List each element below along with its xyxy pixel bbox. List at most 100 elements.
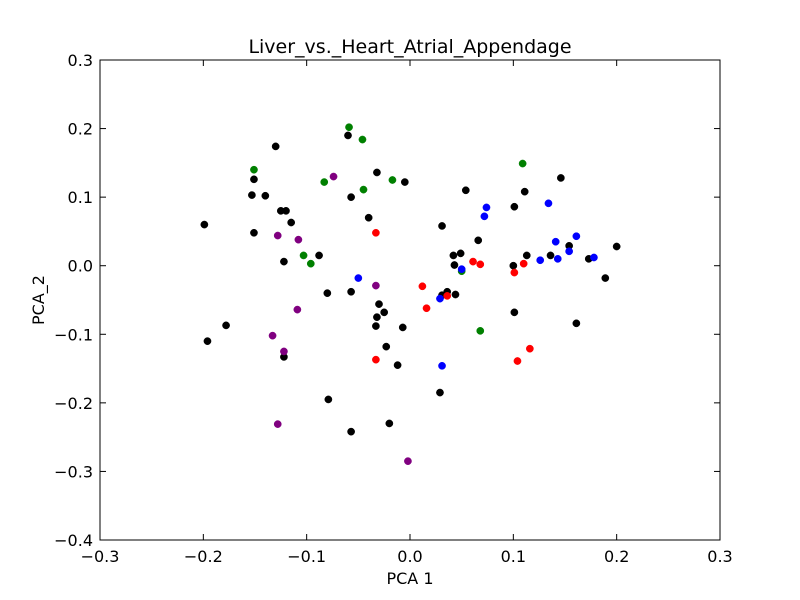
data-point xyxy=(438,222,446,230)
data-point xyxy=(294,235,303,244)
data-point xyxy=(510,202,519,211)
y-tick-label: 0.3 xyxy=(68,51,93,70)
data-point xyxy=(557,174,565,182)
data-point xyxy=(518,159,527,168)
data-point xyxy=(400,178,409,186)
data-point xyxy=(347,287,355,296)
plot-frame xyxy=(99,59,721,541)
data-point xyxy=(482,203,491,212)
data-point xyxy=(476,327,485,335)
x-axis-label: PCA 1 xyxy=(386,569,433,588)
data-point xyxy=(345,123,353,132)
axis-ticks xyxy=(99,59,721,541)
data-points xyxy=(200,123,621,465)
x-tick-label: 0.2 xyxy=(604,547,629,566)
y-tick-label: −0.2 xyxy=(54,394,93,413)
data-point xyxy=(385,419,394,428)
x-tick-label: 0.1 xyxy=(501,547,526,566)
data-point xyxy=(438,361,446,370)
data-point xyxy=(590,253,598,262)
data-point xyxy=(273,231,282,240)
data-point xyxy=(546,251,555,260)
data-point xyxy=(364,213,373,222)
data-point xyxy=(261,191,270,200)
y-tick-label: 0.0 xyxy=(68,257,93,276)
data-point xyxy=(398,323,407,332)
data-point xyxy=(457,265,466,273)
data-point xyxy=(601,274,610,282)
x-tick-label: −0.1 xyxy=(287,547,326,566)
data-point xyxy=(323,289,332,297)
chart-title: Liver_vs._Heart_Atrial_Appendage xyxy=(248,36,571,58)
data-point xyxy=(306,259,315,268)
y-tick-label: −0.4 xyxy=(54,531,93,550)
data-point xyxy=(418,282,427,291)
data-point xyxy=(287,218,296,227)
data-point xyxy=(510,308,519,317)
data-point xyxy=(372,228,380,237)
data-point xyxy=(200,220,209,229)
data-point xyxy=(299,251,308,260)
data-point xyxy=(404,457,412,465)
data-point xyxy=(572,319,581,328)
data-point xyxy=(372,355,380,364)
data-point xyxy=(222,321,230,330)
data-point xyxy=(273,420,282,428)
data-point xyxy=(443,292,452,300)
data-point xyxy=(293,305,302,314)
data-point xyxy=(572,232,581,241)
data-point xyxy=(565,247,573,256)
data-point xyxy=(536,256,545,265)
data-point xyxy=(480,212,489,221)
data-point xyxy=(436,294,444,303)
data-point xyxy=(375,300,383,308)
data-point xyxy=(280,257,288,266)
y-axis-label: PCA_2 xyxy=(29,275,49,325)
data-point xyxy=(544,199,553,208)
data-point xyxy=(358,135,367,144)
data-point xyxy=(612,242,621,251)
data-point xyxy=(519,259,528,268)
data-point xyxy=(347,427,355,436)
data-point xyxy=(329,172,338,181)
data-point xyxy=(388,176,397,184)
data-point xyxy=(372,281,380,290)
data-point xyxy=(271,142,280,151)
data-point xyxy=(280,347,288,356)
data-point xyxy=(551,237,560,246)
data-point xyxy=(380,308,389,317)
data-point xyxy=(422,304,431,313)
data-point xyxy=(513,357,522,365)
x-tick-label: −0.3 xyxy=(81,547,120,566)
data-point xyxy=(526,344,534,353)
y-tick-label: −0.1 xyxy=(54,325,93,344)
data-point xyxy=(372,322,380,330)
data-point xyxy=(474,236,483,245)
y-tick-label: 0.1 xyxy=(68,188,93,207)
data-point xyxy=(382,342,391,351)
data-point xyxy=(248,191,256,199)
data-point xyxy=(476,260,485,269)
data-point xyxy=(436,388,444,397)
data-point xyxy=(324,395,333,404)
data-point xyxy=(373,168,381,177)
data-point xyxy=(250,165,258,174)
x-tick-label: −0.2 xyxy=(184,547,223,566)
data-point xyxy=(449,251,458,260)
plot-area xyxy=(99,59,721,541)
data-point xyxy=(354,274,363,282)
x-tick-label: 0.3 xyxy=(707,547,732,566)
data-point xyxy=(320,178,329,186)
data-point xyxy=(268,331,277,340)
data-point xyxy=(373,313,381,321)
data-point xyxy=(393,361,402,369)
data-point xyxy=(553,255,562,263)
data-point xyxy=(450,261,459,269)
data-point xyxy=(522,251,531,260)
data-point xyxy=(509,261,518,270)
y-tick-label: 0.2 xyxy=(68,120,93,139)
tick-labels: −0.3 −0.2 −0.1 0.0 0.1 0.2 0.3−0.4−0.3−0.2−0.1… xyxy=(54,51,733,566)
data-point xyxy=(315,251,323,260)
data-point xyxy=(520,187,529,196)
